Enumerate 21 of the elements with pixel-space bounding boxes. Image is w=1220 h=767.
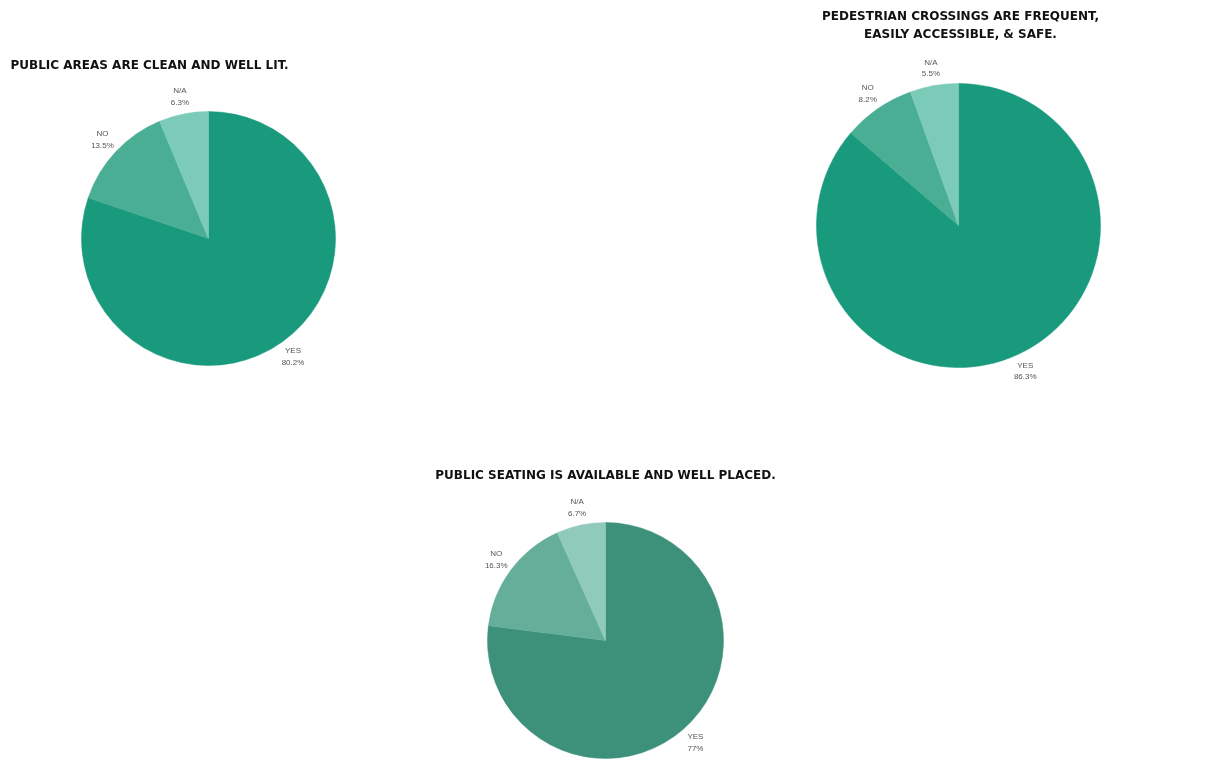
slice-label: NO [861, 83, 874, 93]
slice-label: YES [1017, 360, 1034, 370]
slice-label: NO [96, 129, 109, 139]
slice-label: N/A [570, 497, 585, 507]
data-label: 5.5% [921, 69, 941, 79]
data-label: 6.7% [567, 508, 587, 518]
data-label: 13.5% [91, 140, 114, 150]
data-label: 16.3% [484, 560, 508, 570]
slice-label: N/A [173, 85, 188, 95]
slice-label: N/A [924, 57, 939, 67]
slice-label: YES [284, 345, 301, 355]
data-label: 6.3% [170, 97, 190, 107]
data-label: 8.2% [858, 95, 877, 105]
slice-label: NO [490, 549, 503, 559]
data-label: 80.2% [281, 357, 305, 367]
data-label: 86.3% [1013, 372, 1037, 382]
data-label: 77% [687, 743, 704, 753]
chart-title: PEDESTRIAN CROSSINGS ARE FREQUENT, EASILY ACCESSIBLE, & SAFE. [821, 8, 1100, 41]
chart-title: PUBLIC AREAS ARE CLEAN AND WELL LIT. [10, 57, 289, 72]
chart-title: PUBLIC SEATING IS AVAILABLE AND WELL PLACED. [435, 467, 776, 482]
slice-label: YES [687, 732, 704, 742]
